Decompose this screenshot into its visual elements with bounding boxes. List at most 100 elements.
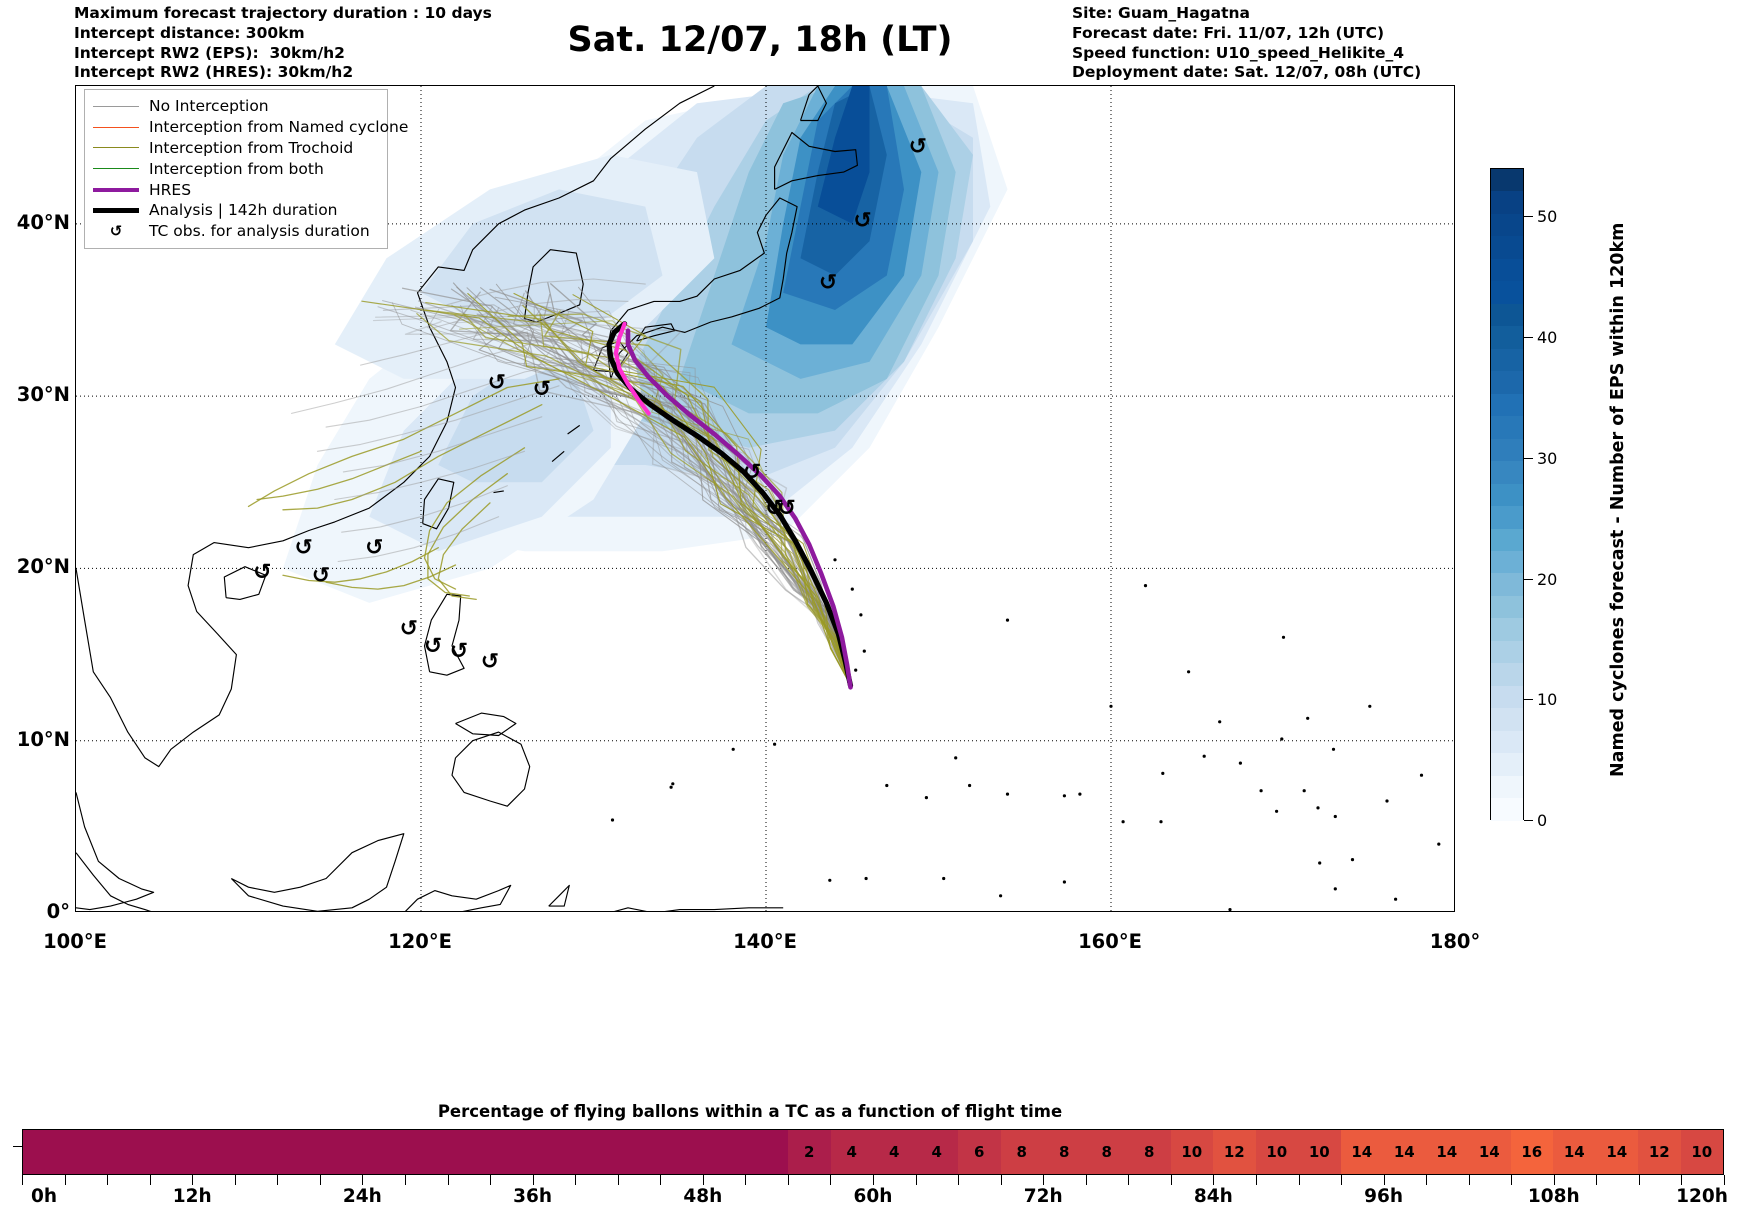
percentage-axis-tick-72 — [1043, 1175, 1045, 1185]
percentage-axis-label-120: 120h — [1676, 1186, 1728, 1207]
percentage-bar[interactable]: 2 4 4 4 6 8 8 8 8 10 12 10 10 14 14 14 14 16 14 14 12 10 0h 12… — [13, 1129, 1728, 1207]
legend-item-2[interactable]: Interception from Trochoid — [93, 138, 379, 159]
legend-label: Interception from both — [149, 159, 324, 178]
legend-item-4[interactable]: HRES — [93, 179, 379, 200]
island-marker-50 — [1437, 842, 1441, 846]
island-marker-30 — [942, 876, 946, 881]
colorbar-tick-10 — [1524, 699, 1533, 701]
colorbar-step-7 — [1491, 640, 1523, 664]
legend-label: Interception from Trochoid — [149, 138, 354, 157]
trajectory-trochoid-0 — [416, 313, 850, 683]
percentage-cell-105h: 16 — [1510, 1130, 1553, 1174]
analysis-trajectory — [606, 321, 854, 689]
coastline-19 — [614, 907, 784, 911]
header-right-line-3: Deployment date: Sat. 12/07, 08h (UTC) — [1072, 63, 1422, 82]
percentage-axis-label-12: 12h — [172, 1186, 212, 1207]
coastline-0 — [76, 86, 715, 768]
colorbar[interactable]: 0 10 20 30 40 50 — [1490, 168, 1557, 830]
percentage-bar-axis: 0h 12h 24h 36h 48h 60h 72h 84h 96h 108h 120h — [22, 1175, 1728, 1213]
map-legend[interactable]: No Interception Interception from Named c… — [84, 89, 408, 249]
percentage-axis-tick-99 — [1426, 1175, 1428, 1185]
trajectory-trochoid-west-7 — [325, 564, 457, 590]
trajectory-trochoid-west-1 — [282, 404, 543, 511]
lat-tick-30: 30°N — [16, 383, 70, 407]
legend-label: TC obs. for analysis duration — [149, 222, 370, 241]
legend-label: No Interception — [149, 97, 269, 116]
legend-item-3[interactable]: Interception from both — [93, 158, 379, 179]
colorbar-step-10 — [1491, 573, 1523, 596]
percentage-cell-84h: 12 — [1213, 1130, 1256, 1174]
page-title: Sat. 12/07, 18h (LT) — [567, 20, 953, 60]
percentage-cell-90h: 10 — [1298, 1130, 1341, 1174]
header-right-info: Site: Guam_Hagatna Forecast date: Fri. 11… — [1072, 4, 1732, 83]
tc-obs-marker-4: ↺ — [533, 377, 551, 402]
percentage-axis-tick-24 — [362, 1175, 364, 1185]
coastline-20 — [404, 884, 512, 911]
legend-item-6[interactable]: ↺ TC obs. for analysis duration — [93, 221, 379, 242]
percentage-cell-81h: 10 — [1170, 1130, 1213, 1174]
colorbar-step-21 — [1491, 326, 1523, 349]
legend-item-1[interactable]: Interception from Named cyclone — [93, 117, 408, 138]
legend-swatch-line — [93, 187, 139, 192]
island-marker-4 — [924, 796, 929, 800]
header-left-line-1: Intercept distance: 300km — [74, 23, 305, 42]
island-marker-25 — [610, 818, 615, 822]
colorbar-step-0 — [1491, 798, 1523, 821]
trajectory-no-interception-west-6 — [337, 516, 500, 563]
percentage-cell-87h: 10 — [1255, 1130, 1298, 1174]
trajectory-trochoid-west-2 — [423, 447, 526, 590]
percentage-axis-tick-36 — [532, 1175, 534, 1185]
island-marker-24 — [671, 782, 675, 786]
percentage-axis-tick-42 — [617, 1175, 619, 1185]
trajectory-no-interception-west-8 — [429, 299, 629, 330]
map-canvas: ↺↺↺↺ ↺↺↺↺↺ ↺↺ ↺↺↺ ↺ ↺ — [76, 86, 1454, 911]
percentage-axis-tick-81 — [1170, 1175, 1172, 1185]
island-marker-37 — [1318, 861, 1322, 865]
percentage-axis-tick-39 — [575, 1175, 577, 1185]
legend-item-5[interactable]: Analysis | 142h duration — [93, 200, 379, 221]
density-lobe-2 — [438, 361, 594, 483]
colorbar-step-4 — [1491, 708, 1523, 731]
percentage-axis-tick-3 — [64, 1175, 66, 1185]
colorbar-step-20 — [1491, 348, 1523, 372]
percentage-axis-tick-105 — [1511, 1175, 1513, 1185]
trajectory-no-interception-west-2 — [316, 385, 560, 452]
tc-obs-marker-1: ↺ — [853, 208, 871, 233]
colorbar-tick-0 — [1524, 820, 1533, 821]
colorbar-tick-20 — [1524, 578, 1533, 580]
coastline-7 — [455, 712, 517, 737]
percentage-cell-63h: 4 — [915, 1130, 958, 1174]
percentage-cell-24h — [363, 1130, 406, 1174]
legend-item-0[interactable]: No Interception — [93, 96, 379, 117]
tc-symbol-icon: ↺ — [109, 221, 123, 240]
trajectory-no-interception-west-4 — [334, 450, 526, 501]
percentage-cell-48h — [703, 1130, 746, 1174]
trajectory-no-interception-west-1 — [325, 361, 577, 428]
island-marker-45 — [1281, 635, 1286, 639]
colorbar-step-19 — [1491, 371, 1523, 394]
trajectory-trochoid-3 — [467, 293, 850, 683]
island-marker-8 — [1078, 792, 1082, 796]
percentage-axis-tick-78 — [1128, 1175, 1130, 1185]
coastline-8 — [422, 478, 455, 530]
percentage-cell-57h: 4 — [830, 1130, 873, 1174]
island-marker-19 — [1218, 720, 1222, 724]
percentage-axis-tick-120 — [1724, 1175, 1725, 1185]
percentage-axis-tick-15 — [234, 1175, 236, 1185]
percentage-cell-102h: 14 — [1468, 1130, 1511, 1174]
coastline-6 — [451, 731, 531, 807]
percentage-axis-tick-90 — [1298, 1175, 1300, 1185]
trajectory-no-interception-west-5 — [341, 485, 508, 533]
island-marker-14 — [1259, 789, 1263, 793]
percentage-axis-tick-84 — [1213, 1175, 1215, 1185]
percentage-axis-tick-27 — [404, 1175, 406, 1185]
header-left-info: Maximum forecast trajectory duration : 1… — [74, 4, 634, 83]
forecast-map[interactable]: ↺ ↺ ↺ ↺ ↺ ↺ ↺ ↺ ↺ ↺ ↺ ↺ ↺ ↺ ↺ ↺ — [75, 85, 1455, 912]
percentage-cell-78h: 8 — [1128, 1130, 1171, 1174]
lon-tick-140: 140°E — [733, 930, 797, 953]
island-marker-11 — [1161, 771, 1165, 776]
colorbar-step-23 — [1491, 281, 1523, 304]
colorbar-step-24 — [1491, 258, 1523, 282]
colorbar-step-2 — [1491, 753, 1523, 776]
island-marker-20 — [1280, 737, 1284, 741]
